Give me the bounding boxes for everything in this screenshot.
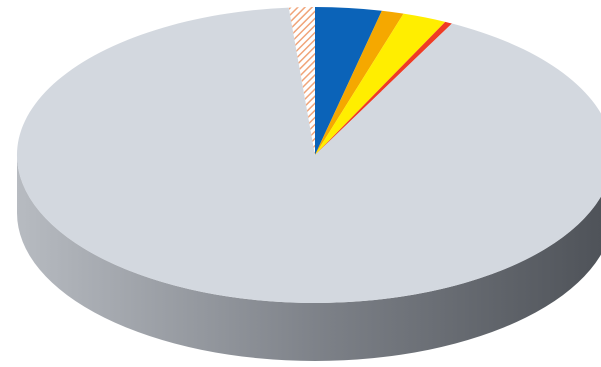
pie-slice-3	[315, 13, 446, 156]
pie-slice-1	[315, 7, 382, 155]
pie-slice-4	[315, 21, 452, 155]
pie-slice-6	[288, 6, 315, 155]
pie-slices	[16, 6, 601, 303]
pie-slice-2	[315, 10, 404, 155]
pie-slice-5	[16, 7, 601, 303]
pie-side-wall	[17, 155, 601, 361]
